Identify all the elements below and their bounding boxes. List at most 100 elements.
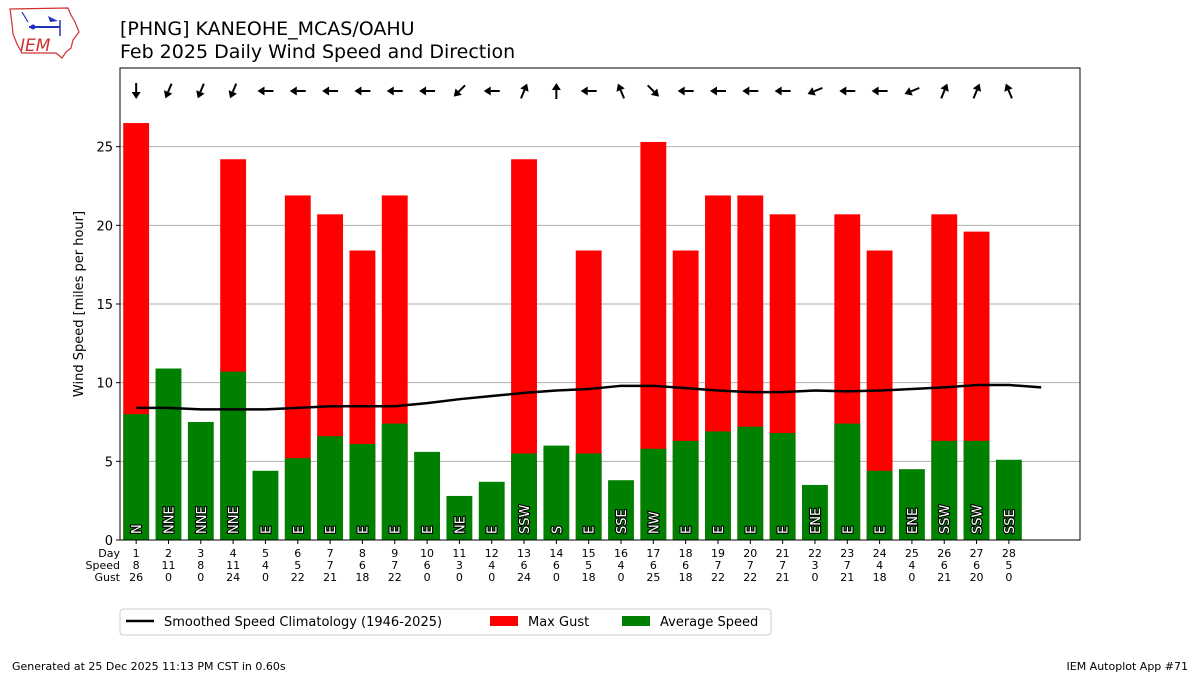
direction-label: NNE xyxy=(195,506,210,534)
wind-direction-arrow-icon xyxy=(616,83,625,99)
arrow-shaft xyxy=(910,87,920,93)
direction-label: E xyxy=(389,526,404,534)
average-speed-bar xyxy=(478,481,505,540)
average-speed-bar xyxy=(381,423,408,540)
average-speed-bar xyxy=(705,431,731,540)
average-speed-bar xyxy=(349,444,376,540)
y-tick-label: 15 xyxy=(96,298,113,313)
wind-direction-arrow-icon xyxy=(196,83,205,99)
row-label-day: Day xyxy=(98,547,120,560)
x-tick-gust: 22 xyxy=(711,571,725,584)
x-tick-speed: 4 xyxy=(488,559,495,572)
arrow-head xyxy=(354,86,362,96)
x-tick-gust: 0 xyxy=(1005,571,1012,584)
wind-direction-arrow-icon xyxy=(1004,83,1013,99)
wind-direction-arrow-icon xyxy=(972,83,982,99)
direction-label: NNE xyxy=(162,506,177,534)
x-tick-day: 25 xyxy=(905,547,919,560)
direction-label: NE xyxy=(453,516,468,534)
x-tick-speed: 6 xyxy=(941,559,948,572)
x-tick-day: 1 xyxy=(133,547,140,560)
footer-generated: Generated at 25 Dec 2025 11:13 PM CST in… xyxy=(12,660,286,673)
x-tick-gust: 18 xyxy=(873,571,887,584)
y-tick-label: 5 xyxy=(105,455,113,470)
direction-label: ENE xyxy=(809,508,824,534)
arrow-head xyxy=(650,88,659,97)
x-tick-day: 28 xyxy=(1002,547,1016,560)
x-tick-gust: 20 xyxy=(970,571,984,584)
arrow-head xyxy=(972,83,982,92)
wind-direction-arrow-icon xyxy=(257,86,274,96)
x-tick-gust: 0 xyxy=(618,571,625,584)
wind-direction-arrow-icon xyxy=(871,86,888,96)
direction-label: SSE xyxy=(615,509,630,534)
arrow-shaft xyxy=(1007,89,1013,99)
arrow-head xyxy=(483,86,491,96)
x-tick-day: 15 xyxy=(582,547,596,560)
iowa-outline-icon xyxy=(9,7,80,59)
arrow-head xyxy=(616,83,625,92)
x-tick-day: 8 xyxy=(359,547,366,560)
x-tick-day: 20 xyxy=(743,547,757,560)
average-speed-bar xyxy=(834,423,861,540)
x-tick-day: 26 xyxy=(937,547,951,560)
direction-label: E xyxy=(259,526,274,534)
x-tick-speed: 7 xyxy=(747,559,754,572)
wind-direction-arrow-icon xyxy=(774,86,791,96)
arrow-shaft xyxy=(940,89,946,99)
x-tick-gust: 21 xyxy=(937,571,951,584)
arrow-head xyxy=(131,92,141,99)
wind-direction-arrow-icon xyxy=(677,86,694,96)
direction-label: N xyxy=(130,524,145,534)
average-speed-bar xyxy=(317,436,344,540)
x-axis-table: Day Speed Gust 1826211038041124540652277… xyxy=(86,540,1016,584)
x-tick-speed: 5 xyxy=(294,559,301,572)
direction-label: SSW xyxy=(518,504,533,534)
average-speed-bar xyxy=(543,445,570,540)
arrow-head xyxy=(677,86,685,96)
arrow-shaft xyxy=(520,89,526,99)
average-speed-bar xyxy=(866,470,893,540)
x-tick-speed: 4 xyxy=(618,559,625,572)
direction-label: E xyxy=(292,526,307,534)
legend-box xyxy=(119,608,772,636)
direction-label: E xyxy=(421,526,436,534)
average-speed-bar xyxy=(672,440,699,540)
arrow-head xyxy=(871,86,879,96)
x-tick-day: 3 xyxy=(197,547,204,560)
x-tick-speed: 4 xyxy=(876,559,883,572)
legend: Smoothed Speed Climatology (1946-2025) M… xyxy=(119,608,772,636)
x-tick-day: 23 xyxy=(840,547,854,560)
direction-label: E xyxy=(841,526,856,534)
x-tick-day: 21 xyxy=(776,547,790,560)
y-tick-label: 10 xyxy=(96,377,113,392)
x-tick-day: 9 xyxy=(391,547,398,560)
arrow-head xyxy=(196,90,205,99)
x-tick-gust: 18 xyxy=(679,571,693,584)
direction-label: NNE xyxy=(227,506,242,534)
x-tick-gust: 24 xyxy=(226,571,240,584)
direction-label: SSW xyxy=(971,504,986,534)
arrow-shaft xyxy=(231,83,238,93)
x-tick-speed: 6 xyxy=(682,559,689,572)
average-speed-bar xyxy=(608,480,634,540)
direction-label: ENE xyxy=(906,508,921,534)
footer-app: IEM Autoplot App #71 xyxy=(1067,660,1189,673)
arrow-head xyxy=(839,86,847,96)
arrow-shaft xyxy=(167,83,173,93)
row-label-speed: Speed xyxy=(86,559,120,572)
average-speed-bar xyxy=(640,448,667,540)
arrow-head xyxy=(709,86,717,96)
wind-direction-arrow-icon xyxy=(940,83,949,99)
x-tick-speed: 7 xyxy=(844,559,851,572)
arrow-shaft xyxy=(199,83,205,93)
x-tick-gust: 0 xyxy=(553,571,560,584)
average-speed-bar xyxy=(963,440,990,540)
x-tick-speed: 6 xyxy=(424,559,431,572)
arrow-head xyxy=(386,86,394,96)
wind-direction-arrow-icon xyxy=(483,86,500,96)
direction-label: E xyxy=(680,526,695,534)
x-tick-gust: 21 xyxy=(776,571,790,584)
x-tick-day: 11 xyxy=(452,547,466,560)
average-speed-bar xyxy=(769,433,796,540)
